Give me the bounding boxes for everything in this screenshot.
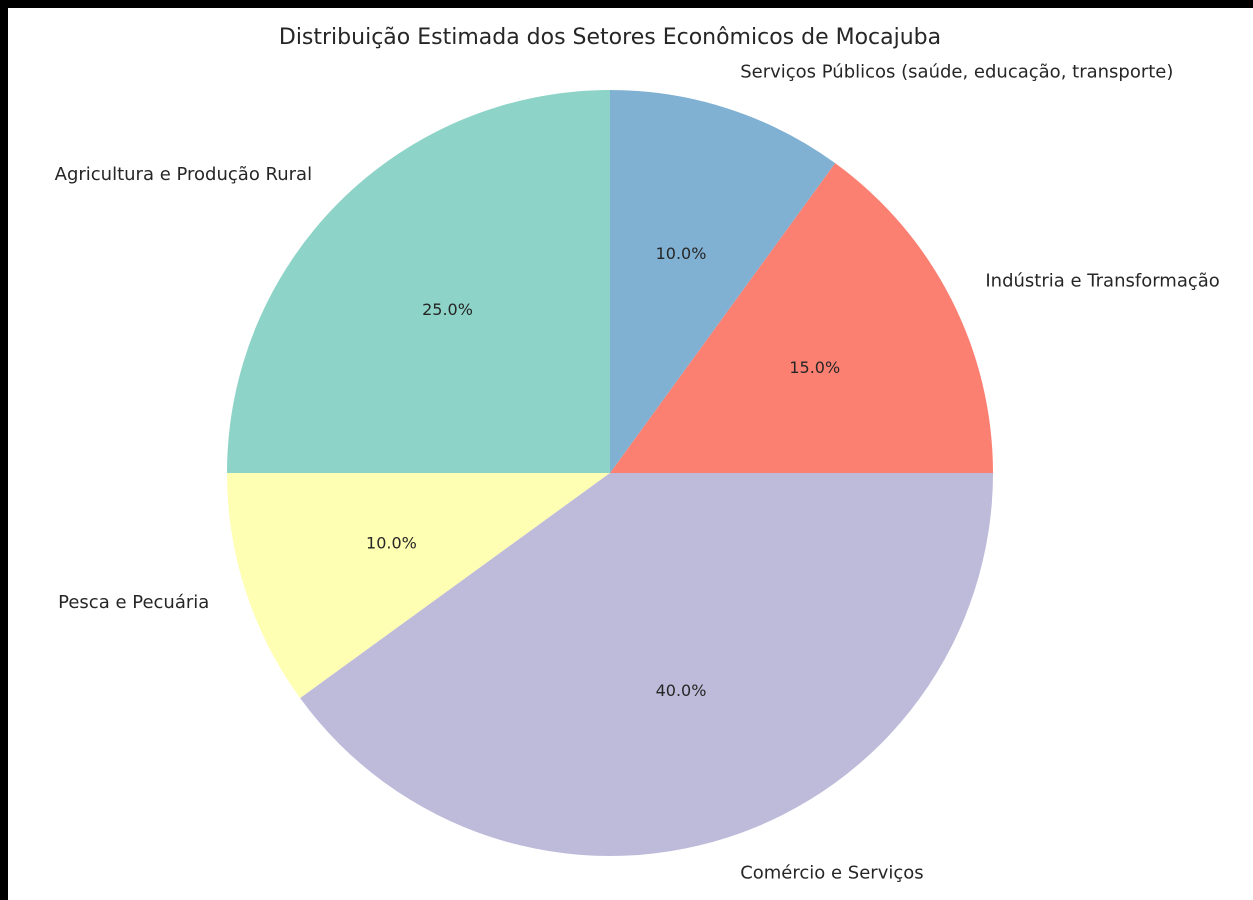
slice-label: Pesca e Pecuária <box>58 592 209 613</box>
value-label: 10.0% <box>366 534 417 553</box>
slice-label: Serviços Públicos (saúde, educação, tran… <box>740 61 1173 82</box>
pie-slice <box>227 473 610 699</box>
slice-label: Indústria e Transformação <box>985 271 1219 292</box>
value-label: 25.0% <box>422 300 473 319</box>
pie-slice <box>610 163 993 473</box>
frame-left <box>0 0 8 900</box>
value-label: 40.0% <box>656 681 707 700</box>
slice-label: Comércio e Serviços <box>740 863 923 884</box>
frame-top <box>0 0 1253 8</box>
slice-label: Agricultura e Produção Rural <box>55 164 312 185</box>
value-label: 10.0% <box>656 244 707 263</box>
pie-slice <box>300 473 993 856</box>
pie-slice <box>227 90 610 473</box>
pie-slice <box>610 90 836 473</box>
value-label: 15.0% <box>789 358 840 377</box>
chart-title: Distribuição Estimada dos Setores Econôm… <box>279 25 941 50</box>
